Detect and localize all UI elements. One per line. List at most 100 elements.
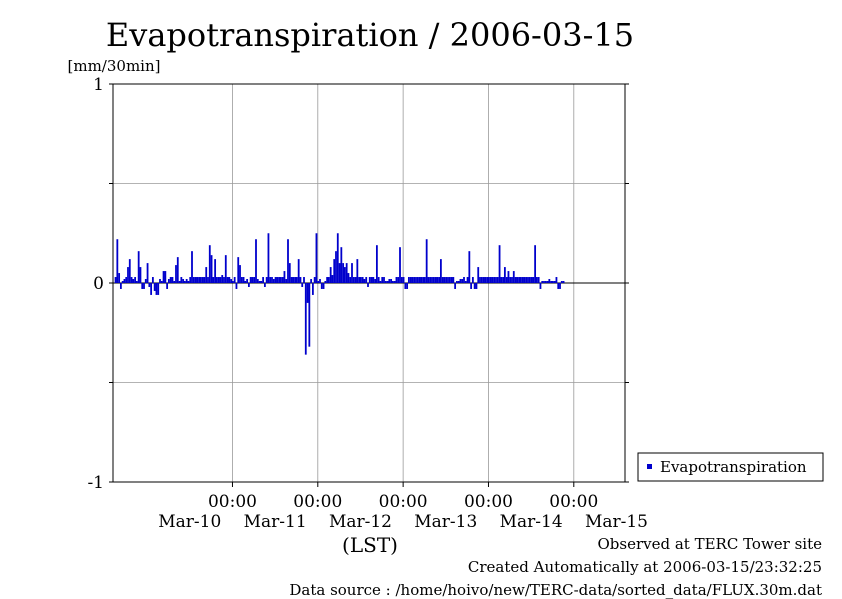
bar: [137, 251, 140, 283]
bar: [436, 277, 439, 283]
bar: [514, 277, 517, 283]
bar: [262, 277, 265, 283]
bar: [155, 283, 158, 295]
bar: [167, 279, 170, 283]
bar: [247, 283, 250, 287]
x-date-label: Mar-10: [158, 512, 221, 532]
bar: [135, 281, 138, 283]
x-date-label: Mar-14: [500, 512, 563, 532]
bar: [335, 251, 337, 283]
bar: [397, 277, 400, 283]
bar: [288, 263, 291, 283]
bar: [438, 277, 441, 283]
bar: [466, 277, 469, 283]
bar: [301, 283, 304, 287]
bar: [116, 239, 119, 283]
x-time-label: 00:00: [293, 492, 342, 512]
bar: [411, 277, 414, 283]
bar: [297, 259, 300, 283]
bar: [512, 271, 515, 283]
bar: [420, 277, 423, 283]
bar: [187, 281, 190, 283]
bar: [477, 267, 480, 283]
bar: [367, 283, 369, 287]
bar: [431, 277, 433, 283]
bar: [500, 277, 503, 283]
bar: [224, 255, 227, 283]
bar: [285, 279, 288, 283]
bar: [470, 283, 473, 289]
bar: [228, 277, 231, 283]
bar: [375, 245, 378, 283]
bar: [447, 277, 449, 283]
bar: [395, 277, 398, 283]
bar: [498, 245, 501, 283]
bar-series-evapotranspiration: [114, 233, 565, 355]
legend-entry-evapotranspiration: Evapotranspiration: [660, 458, 807, 476]
bar: [527, 277, 529, 283]
x-time-label: 00:00: [208, 492, 257, 512]
bar: [217, 277, 220, 283]
bar: [322, 283, 325, 289]
bar: [448, 277, 451, 283]
bar: [207, 277, 209, 283]
bar: [557, 283, 560, 289]
bar: [532, 277, 535, 283]
bar: [454, 283, 457, 289]
bar: [404, 283, 407, 289]
bar: [359, 277, 362, 283]
bar: [327, 277, 330, 283]
bar: [303, 277, 305, 283]
bar: [311, 283, 314, 295]
footer-created-timestamp: Created Automatically at 2006-03-15/23:3…: [467, 558, 822, 576]
bar: [263, 283, 266, 287]
bar: [130, 277, 133, 283]
bar: [391, 281, 394, 283]
bar: [143, 283, 145, 289]
bar: [212, 277, 215, 283]
bar: [320, 283, 323, 289]
bar: [358, 277, 361, 283]
legend-box: [637, 452, 824, 482]
bar: [555, 277, 558, 283]
bar: [562, 281, 565, 283]
bar: [379, 281, 382, 283]
bar: [347, 273, 350, 283]
bar: [338, 263, 341, 283]
bar: [377, 277, 380, 283]
bar: [153, 283, 156, 291]
bar: [125, 277, 128, 283]
bar: [235, 283, 238, 289]
bar: [503, 267, 506, 283]
bar: [244, 281, 247, 283]
bar: [543, 281, 545, 283]
bar: [537, 277, 540, 283]
y-tick-label: -1: [87, 473, 104, 493]
bar: [393, 281, 396, 283]
bar: [473, 283, 476, 289]
bar: [544, 281, 547, 283]
bar: [495, 277, 497, 283]
bar: [148, 283, 151, 287]
bar: [548, 279, 551, 283]
bar: [123, 279, 126, 283]
bar: [180, 277, 183, 283]
bar: [242, 277, 245, 283]
bar: [274, 277, 277, 283]
bar: [463, 277, 465, 283]
bar: [427, 277, 430, 283]
legend: Evapotranspiration: [637, 452, 824, 482]
bar: [471, 277, 474, 283]
bar: [525, 277, 528, 283]
bar: [439, 259, 442, 283]
bar: [178, 281, 181, 283]
footer-observed-site: Observed at TERC Tower site: [597, 535, 822, 553]
bar: [230, 279, 233, 283]
bar: [304, 283, 307, 355]
bar: [208, 245, 211, 283]
bar: [150, 283, 153, 295]
bar: [363, 279, 366, 283]
bar: [260, 281, 263, 283]
bar: [502, 277, 505, 283]
bar: [342, 263, 345, 283]
